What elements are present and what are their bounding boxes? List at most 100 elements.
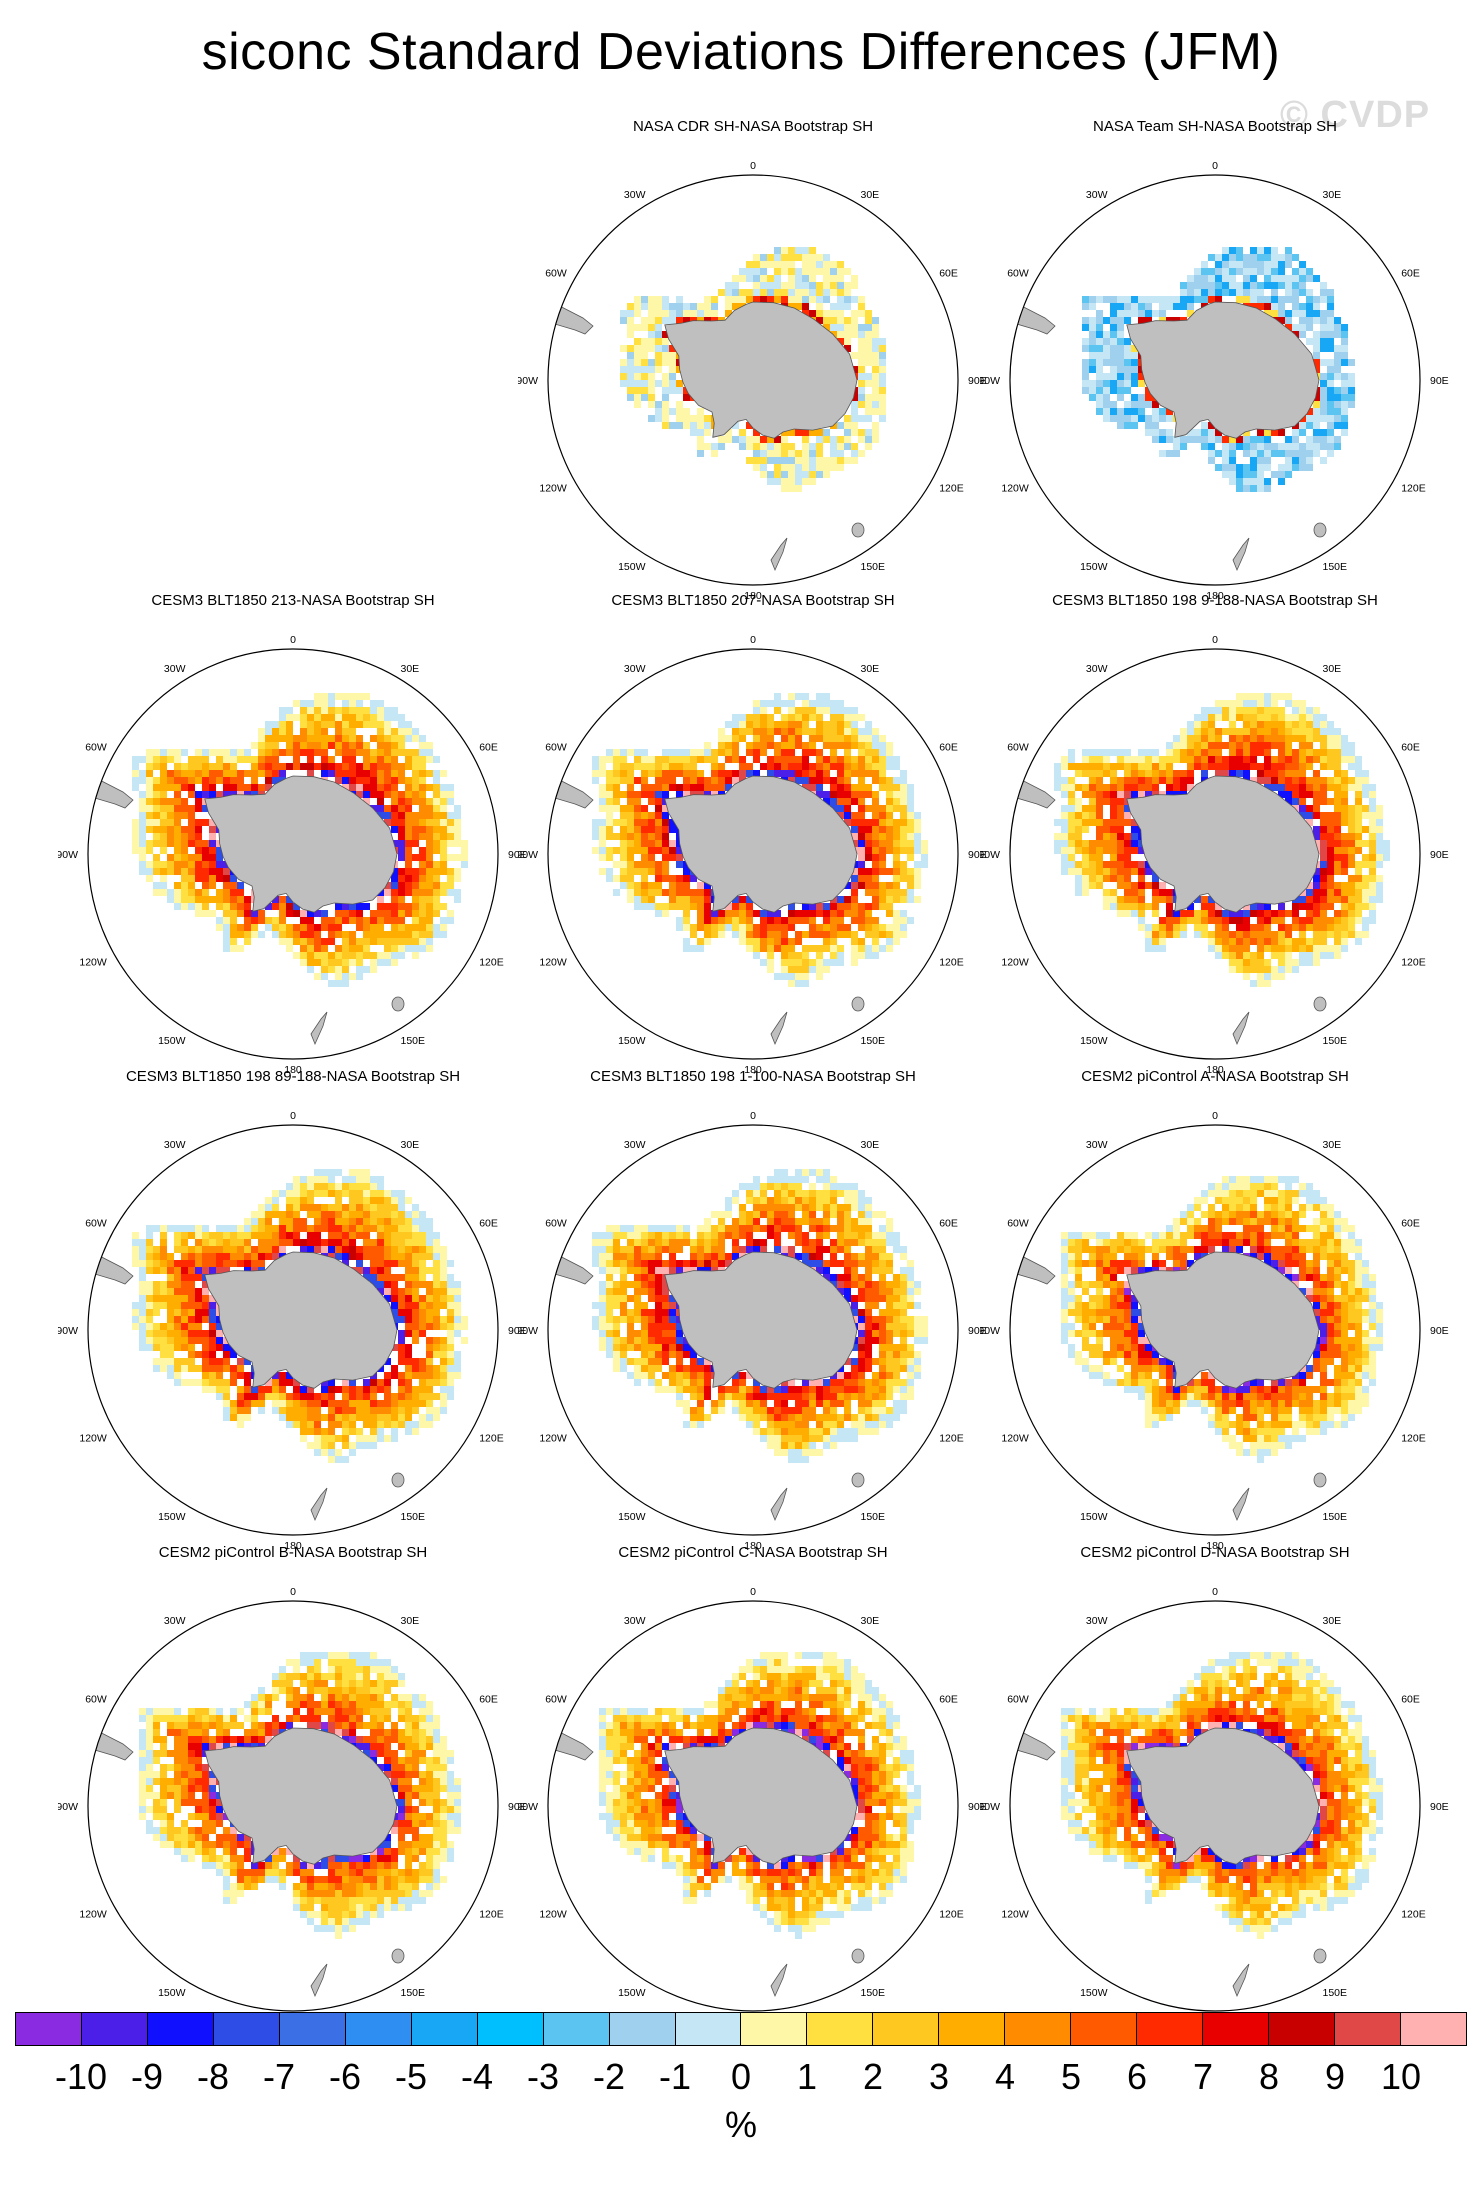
longitude-label: 60W <box>545 1694 567 1706</box>
antarctica-landmass <box>664 775 858 913</box>
longitude-label: 90E <box>968 375 987 387</box>
colorbar-tick-label: -5 <box>394 2056 427 2097</box>
colorbar-tick-label: -7 <box>262 2056 295 2097</box>
longitude-label: 150W <box>1080 1511 1108 1523</box>
antarctica-landmass <box>204 1251 398 1389</box>
colorbar-units: % <box>724 2104 757 2145</box>
longitude-label: 90W <box>980 375 1000 387</box>
longitude-label: 30E <box>861 1615 880 1627</box>
sea-ice-anomaly-field <box>592 693 928 987</box>
map-panel: CESM3 BLT1850 207-NASA Bootstrap SH 0 30E 6… <box>518 592 988 1076</box>
map-boundary-circle <box>1009 1600 1421 2012</box>
figure-title: siconc Standard Deviations Differences (… <box>201 23 1281 81</box>
longitude-label: 150W <box>618 561 646 573</box>
map-panel: CESM2 piControl B-NASA Bootstrap SH 0 30E 6… <box>58 1544 528 2028</box>
longitude-label: 120W <box>79 1909 107 1921</box>
antarctica-landmass <box>204 775 398 913</box>
colorbar-tick-label: 6 <box>1126 2056 1148 2097</box>
map-boundary-circle <box>1009 174 1421 586</box>
longitude-label: 150W <box>1080 561 1108 573</box>
new-zealand <box>770 1487 788 1522</box>
longitude-label: 30E <box>401 1139 420 1151</box>
sea-ice-anomaly-field <box>592 1169 928 1463</box>
longitude-label: 90W <box>980 1325 1000 1337</box>
longitude-label: 90E <box>508 1325 527 1337</box>
map-panel <box>58 118 528 588</box>
antarctica-landmass <box>1126 301 1320 439</box>
map-boundary-circle <box>547 648 959 1060</box>
colorbar-labels: -10 -9 -8 -7 -6 -5 -4 -3 -2 -1 0 1 2 3 4 5 6 7 8 9 10 <box>15 2056 1467 2097</box>
antarctica-landmass <box>1126 1727 1320 1865</box>
colorbar-swatch <box>1005 2013 1072 2045</box>
map-panel: CESM3 BLT1850 198 9-188-NASA Bootstrap S… <box>980 592 1450 1076</box>
longitude-label: 180 <box>1206 590 1224 602</box>
longitude-label: 150E <box>1323 1987 1348 1999</box>
tasmania <box>1313 1948 1327 1964</box>
antarctica-landmass <box>664 1251 858 1389</box>
longitude-label: 150W <box>158 1987 186 1999</box>
longitude-label: 60W <box>1007 1694 1029 1706</box>
colorbar-tick-label: -6 <box>328 2056 361 2097</box>
longitude-label: 60E <box>939 742 958 754</box>
longitude-label: 0 <box>290 634 296 646</box>
longitude-label: 30E <box>1323 1139 1342 1151</box>
colorbar: -10 -9 -8 -7 -6 -5 -4 -3 -2 -1 0 1 2 3 4 5 6 7 8 9 10 % <box>15 2012 1467 2162</box>
longitude-label: 90W <box>518 849 538 861</box>
longitude-label: 60W <box>1007 742 1029 754</box>
panel-title: CESM2 piControl A-NASA Bootstrap SH <box>1081 1068 1349 1085</box>
new-zealand <box>1232 1963 1250 1998</box>
map-boundary-circle <box>1009 648 1421 1060</box>
antarctica-landmass <box>1126 1251 1320 1389</box>
longitude-label: 120W <box>1001 1909 1029 1921</box>
colorbar-swatch <box>81 2013 148 2045</box>
longitude-label: 0 <box>1212 634 1218 646</box>
colorbar-tick-label: -2 <box>592 2056 625 2097</box>
longitude-label: 30W <box>164 1615 186 1627</box>
colorbar-tick-label: 7 <box>1192 2056 1214 2097</box>
new-zealand <box>310 1487 328 1522</box>
colorbar-swatch <box>279 2013 346 2045</box>
longitude-label: 120E <box>1401 957 1426 969</box>
longitude-label: 120E <box>939 483 964 495</box>
longitude-label: 60E <box>479 742 498 754</box>
panel-title: CESM2 piControl D-NASA Bootstrap SH <box>1080 1544 1350 1561</box>
colorbar-swatch <box>939 2013 1006 2045</box>
longitude-label: 180 <box>744 1540 762 1552</box>
colorbar-swatch <box>807 2013 874 2045</box>
longitude-label: 120W <box>539 1909 567 1921</box>
map-panel: NASA Team SH-NASA Bootstrap SH 0 30E 60E 90E… <box>980 118 1450 602</box>
longitude-label: 120W <box>539 483 567 495</box>
longitude-label: 60W <box>85 1218 107 1230</box>
longitude-label: 60W <box>85 1694 107 1706</box>
map-boundary-circle <box>87 648 499 1060</box>
map-boundary-circle <box>1009 1124 1421 1536</box>
longitude-label: 180 <box>284 1540 302 1552</box>
tasmania <box>391 1472 405 1488</box>
colorbar-swatches <box>15 2012 1467 2046</box>
longitude-label: 180 <box>1206 1064 1224 1076</box>
longitude-label: 150W <box>618 1511 646 1523</box>
longitude-label: 60E <box>1401 1218 1420 1230</box>
longitude-label: 180 <box>744 590 762 602</box>
sea-ice-anomaly-field <box>139 1652 461 1939</box>
new-zealand <box>1232 1487 1250 1522</box>
longitude-label: 120W <box>79 1433 107 1445</box>
colorbar-swatch <box>16 2013 82 2045</box>
longitude-label: 120W <box>1001 1433 1029 1445</box>
tasmania <box>1313 996 1327 1012</box>
map-panel: CESM2 piControl D-NASA Bootstrap SH 0 30E 6… <box>980 1544 1450 2028</box>
colorbar-tick-label: 5 <box>1060 2056 1082 2097</box>
colorbar-swatch <box>675 2013 742 2045</box>
colorbar-tick-label: 8 <box>1258 2056 1280 2097</box>
map-boundary-circle <box>547 1600 959 2012</box>
colorbar-tick-label: 1 <box>796 2056 818 2097</box>
longitude-label: 120W <box>1001 957 1029 969</box>
longitude-label: 90W <box>980 1801 1000 1813</box>
longitude-label: 120W <box>1001 483 1029 495</box>
